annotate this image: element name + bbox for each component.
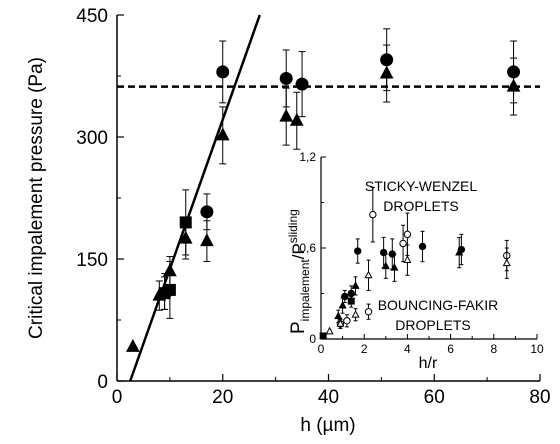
inset-x-tick-label: 0 [318, 342, 325, 356]
circle-marker [216, 65, 230, 79]
svg-text:Pimpalement/Psliding: Pimpalement/Psliding [286, 209, 312, 334]
triangle-marker [390, 262, 399, 271]
circle-marker [403, 230, 412, 239]
inset-tick-labels: 0 2 4 6 8 10 0 0,6 1,2 [299, 150, 544, 356]
inset-x-tick-label: 8 [490, 342, 497, 356]
inset-x-axis-label: h/r [419, 355, 438, 372]
triangle-marker [502, 258, 511, 267]
circle-marker [279, 71, 293, 85]
circle-marker [369, 210, 377, 219]
annotation-sticky-line2: DROPLETS [383, 198, 458, 214]
y-tick-label: 450 [76, 6, 108, 27]
annotation-sticky-line1: STICKY-WENZEL [365, 178, 477, 194]
triangle-marker [379, 65, 394, 79]
circle-marker [295, 77, 309, 91]
square-marker [319, 332, 327, 340]
triangle-marker [126, 338, 140, 352]
inset-y-tick-label: 0,6 [299, 241, 316, 255]
square-marker [179, 216, 192, 229]
annotation-bouncing-line1: BOUNCING-FAKIR [378, 297, 499, 313]
triangle-marker [334, 311, 343, 320]
main-y-axis-label: Critical impalement pressure (Pa) [26, 57, 47, 339]
triangle-marker [336, 319, 345, 327]
x-tick-label: 20 [212, 387, 233, 408]
triangle-marker [289, 112, 304, 126]
inset-data-marks [319, 186, 511, 340]
circle-marker [200, 205, 214, 219]
x-tick-label: 0 [112, 387, 123, 408]
inset-y-label-sup: sliding [286, 209, 300, 243]
triangle-marker [506, 78, 521, 92]
x-tick-label: 60 [424, 387, 445, 408]
main-fit-lines [117, 14, 540, 382]
triangle-marker [403, 255, 412, 264]
y-tick-label: 0 [97, 372, 108, 393]
inset-x-tick-label: 6 [447, 342, 454, 356]
inset-y-axis-label: Pimpalement/Psliding [286, 209, 312, 334]
inset-x-tick-label: 10 [530, 342, 544, 356]
triangle-marker [351, 281, 360, 289]
triangle-marker [279, 108, 294, 122]
x-tick-label: 40 [318, 387, 339, 408]
x-tick-label: 80 [529, 387, 550, 408]
circle-marker [399, 239, 407, 248]
inset-y-label-mid: /P [289, 243, 308, 259]
inset-y-tick-label: 0 [309, 332, 316, 346]
circle-marker [343, 317, 351, 325]
main-x-axis-label: h (µm) [300, 415, 355, 436]
triangle-marker [325, 326, 334, 335]
inset-x-tick-label: 2 [361, 342, 368, 356]
inset-y-label-sub: impalement [298, 259, 312, 322]
triangle-marker [455, 247, 464, 256]
triangle-marker [200, 233, 214, 247]
circle-marker [418, 242, 427, 251]
triangle-marker [364, 270, 373, 279]
main-tick-marks [116, 14, 541, 382]
inset-tick-marks [320, 156, 538, 340]
triangle-marker [351, 309, 360, 318]
circle-marker [354, 247, 362, 255]
inset-y-tick-label: 1,2 [299, 150, 316, 164]
y-tick-label: 150 [76, 250, 108, 271]
y-tick-label: 300 [76, 128, 108, 149]
inset-y-label-main: P [288, 321, 309, 334]
triangle-marker [381, 261, 390, 270]
triangle-marker [338, 300, 347, 309]
main-tick-labels: 0 20 40 60 80 0 150 300 450 [76, 6, 550, 408]
main-data-marks [126, 28, 521, 352]
square-marker [163, 283, 176, 296]
circle-marker [364, 308, 373, 316]
annotation-bouncing-line2: DROPLETS [395, 317, 470, 333]
square-marker [347, 297, 355, 305]
inset-x-tick-label: 4 [404, 342, 411, 356]
triangle-marker [215, 127, 230, 141]
linear-fit-line [129, 14, 261, 382]
